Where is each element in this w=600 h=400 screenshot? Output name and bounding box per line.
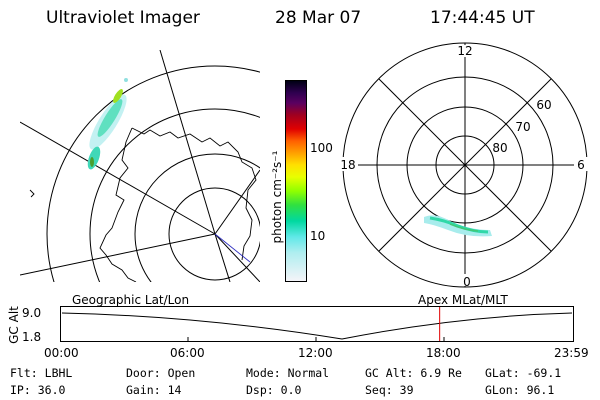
timeline-xtick: 00:00 [44,346,79,360]
mlt-line [378,78,552,252]
status-gc-alt: GC Alt: 6.9 Re [365,366,462,380]
status-mode: Mode: Normal [246,366,330,380]
status-dsp: Dsp: 0.0 [246,383,302,397]
status-gain: Gain: 14 [126,383,182,397]
coastline [99,127,257,282]
status-ip: IP: 36.0 [10,383,66,397]
terminator-line [214,233,251,263]
timeline-xtick: 18:00 [426,346,461,360]
colorbar-tick: 10 [310,229,326,243]
lat-label-80: 80 [492,141,507,155]
meridian [20,233,216,276]
time-label: 17:44:45 UT [430,8,535,28]
timeline-ytick: 1.8 [22,330,42,344]
meridian [214,233,231,282]
status-seq: Seq: 39 [365,383,414,397]
timeline-right-title: Apex MLat/MLT [418,293,508,307]
status-door: Door: Open [126,366,196,380]
altitude-timeline [60,306,574,342]
geographic-map [20,50,260,282]
lat-label-70: 70 [515,120,530,134]
aurora-emission [87,78,128,170]
meridian [214,233,260,282]
mlt-label-left: 18 [340,158,355,172]
aurora-oval [424,215,492,237]
meridian [20,121,216,235]
intensity-colorbar [285,80,307,282]
instrument-title: Ultraviolet Imager [46,8,200,28]
altitude-curve [61,312,573,340]
status-glat: GLat: -69.1 [485,366,562,380]
meridian [159,50,216,235]
lat-circle [89,108,260,282]
status-flt: Flt: LBHL [10,366,73,380]
status-glon: GLon: 96.1 [485,383,555,397]
lat-circle [168,187,260,281]
colorbar-unit-label: photon cm⁻²s⁻¹ [270,150,284,244]
lat-circle [46,65,260,282]
mlt-label-bottom: 0 [463,275,471,289]
meridian [214,169,260,235]
timeline-xtick: 23:59 [554,346,589,360]
mlt-label-top: 12 [457,44,472,58]
timeline-ytick: 9.0 [22,306,42,320]
lat-circle [134,153,260,282]
polar-plot: 12 18 6 0 60 70 80 [340,42,588,289]
timeline-xtick: 12:00 [298,346,333,360]
date-label: 28 Mar 07 [275,8,362,28]
timeline-left-title: Geographic Lat/Lon [72,293,190,307]
timeline-frame [60,306,574,342]
timeline-axis-label: GC Alt [7,306,21,344]
timeline-xtick: 06:00 [170,346,205,360]
colorbar-tick: 100 [310,141,333,155]
mlt-label-right: 6 [577,158,585,172]
lat-label-60: 60 [536,98,551,112]
island [29,189,35,198]
